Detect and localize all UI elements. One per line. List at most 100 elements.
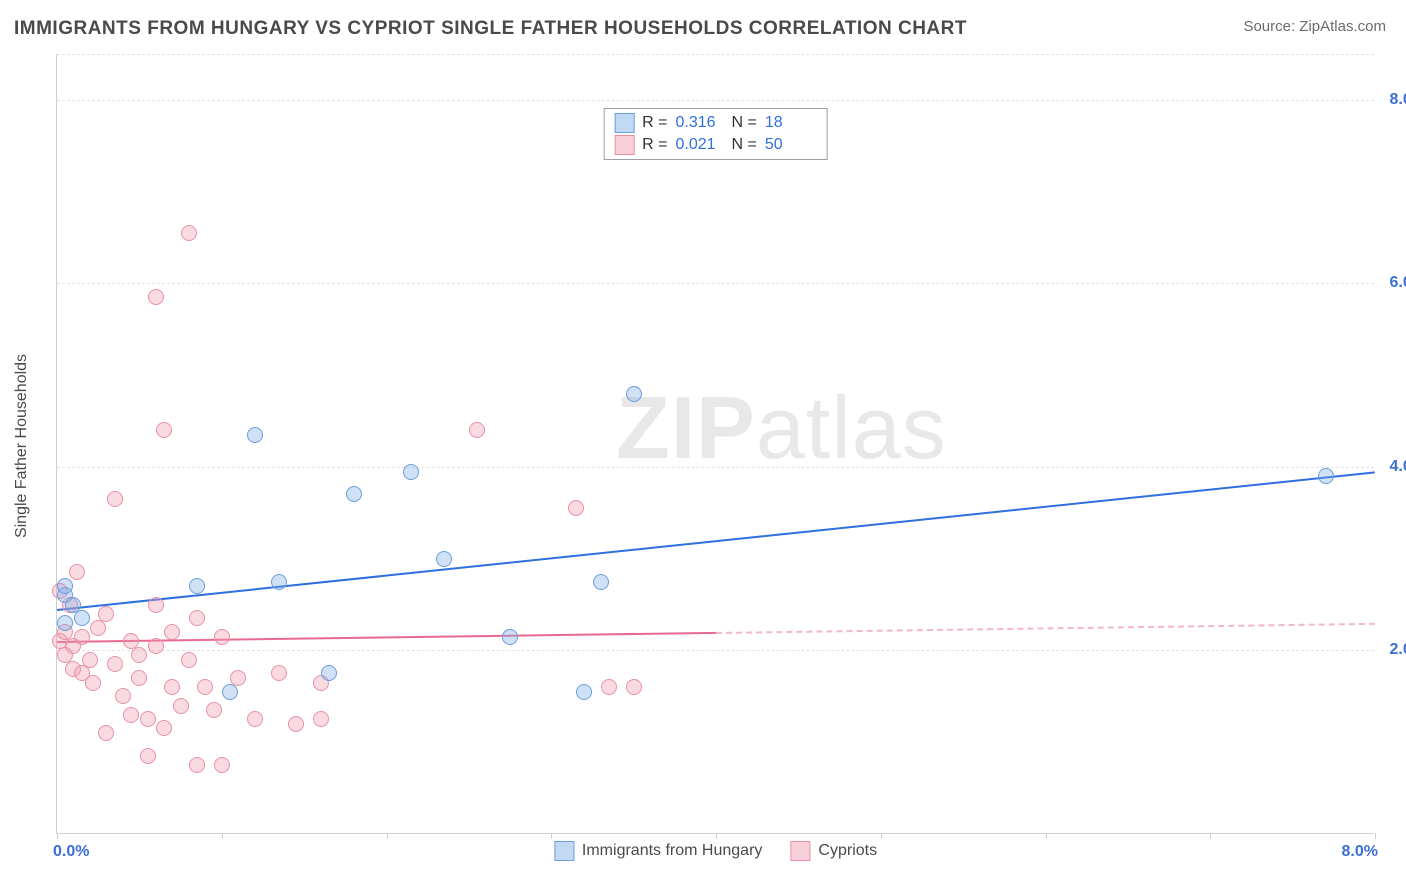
data-point [57,615,73,631]
data-point [288,716,304,732]
chart-container: IMMIGRANTS FROM HUNGARY VS CYPRIOT SINGL… [0,0,1406,892]
data-point [69,564,85,580]
x-tick [1375,833,1376,839]
x-tick [387,833,388,839]
data-point [1318,468,1334,484]
legend-row-blue: R = 0.316 N = 18 [614,113,813,133]
r-label: R = [642,114,667,132]
data-point [247,711,263,727]
data-point [85,675,101,691]
data-point [247,427,263,443]
x-tick [1210,833,1211,839]
data-point [107,656,123,672]
data-point [626,679,642,695]
x-tick [551,833,552,839]
correlation-legend: R = 0.316 N = 18 R = 0.021 N = 50 [603,108,828,160]
legend-label-pink: Cypriots [818,842,877,860]
data-point [156,720,172,736]
x-tick [1046,833,1047,839]
swatch-pink-icon [790,841,810,861]
n-value-pink: 50 [765,136,813,154]
data-point [601,679,617,695]
watermark: ZIPatlas [616,377,947,479]
data-point [148,597,164,613]
data-point [576,684,592,700]
trend-line [716,623,1375,634]
data-point [173,698,189,714]
data-point [271,574,287,590]
data-point [115,688,131,704]
x-tick [57,833,58,839]
data-point [140,748,156,764]
gridline [57,283,1374,284]
data-point [626,386,642,402]
n-label: N = [732,136,757,154]
x-tick [881,833,882,839]
legend-row-pink: R = 0.021 N = 50 [614,135,813,155]
gridline [57,54,1374,55]
r-value-blue: 0.316 [676,114,724,132]
plot-area: ZIPatlas R = 0.316 N = 18 R = 0.021 N = … [56,54,1374,834]
data-point [131,670,147,686]
gridline [57,100,1374,101]
data-point [57,578,73,594]
watermark-light: atlas [756,378,947,477]
trend-line [57,472,1375,612]
swatch-pink-icon [614,135,634,155]
data-point [321,665,337,681]
data-point [181,652,197,668]
y-tick-label: 6.0% [1378,274,1406,292]
data-point [181,225,197,241]
data-point [164,624,180,640]
swatch-blue-icon [554,841,574,861]
data-point [403,464,419,480]
data-point [436,551,452,567]
swatch-blue-icon [614,113,634,133]
data-point [568,500,584,516]
data-point [313,711,329,727]
data-point [156,422,172,438]
data-point [74,610,90,626]
data-point [98,725,114,741]
series-legend: Immigrants from Hungary Cypriots [554,841,877,861]
data-point [346,486,362,502]
data-point [148,289,164,305]
gridline [57,467,1374,468]
y-axis-label: Single Father Households [13,354,31,538]
legend-item-pink: Cypriots [790,841,877,861]
r-label: R = [642,136,667,154]
legend-label-blue: Immigrants from Hungary [582,842,763,860]
data-point [271,665,287,681]
data-point [197,679,213,695]
data-point [131,647,147,663]
n-label: N = [732,114,757,132]
data-point [123,707,139,723]
data-point [214,629,230,645]
chart-title: IMMIGRANTS FROM HUNGARY VS CYPRIOT SINGL… [14,18,967,40]
data-point [189,610,205,626]
data-point [107,491,123,507]
data-point [189,757,205,773]
data-point [164,679,180,695]
data-point [74,629,90,645]
x-tick [716,833,717,839]
gridline [57,650,1374,651]
data-point [206,702,222,718]
data-point [214,757,230,773]
data-point [593,574,609,590]
data-point [222,684,238,700]
x-axis-end-label: 8.0% [1342,843,1378,861]
n-value-blue: 18 [765,114,813,132]
y-tick-label: 4.0% [1378,458,1406,476]
legend-item-blue: Immigrants from Hungary [554,841,763,861]
r-value-pink: 0.021 [676,136,724,154]
data-point [469,422,485,438]
data-point [90,620,106,636]
x-tick [222,833,223,839]
y-tick-label: 2.0% [1378,641,1406,659]
y-tick-label: 8.0% [1378,91,1406,109]
data-point [502,629,518,645]
data-point [82,652,98,668]
data-point [140,711,156,727]
data-point [98,606,114,622]
